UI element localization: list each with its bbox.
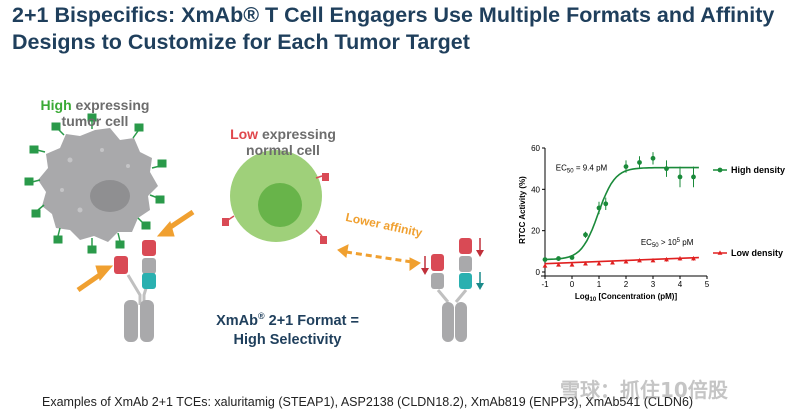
high-word: High — [40, 97, 72, 113]
legend-low-label: Low density — [731, 248, 783, 258]
down-arrow-icon — [476, 238, 484, 257]
lower-affinity-arrow-icon — [337, 244, 421, 271]
high-density-point — [569, 255, 575, 260]
down-arrow-icon — [421, 256, 429, 275]
high-density-point — [650, 155, 656, 161]
high-rest: expressing — [71, 97, 150, 113]
high-density-point — [596, 205, 602, 211]
low-word: Low — [230, 126, 259, 142]
low-density-point — [691, 255, 696, 261]
y-tick-label: 40 — [531, 185, 540, 194]
y-axis-label: RTCC Activity (%) — [518, 176, 527, 244]
low-density-point — [650, 258, 656, 263]
high-density-point — [603, 201, 609, 207]
x-tick-label: 4 — [678, 280, 683, 289]
bispecific-antibody-low — [421, 238, 484, 342]
high-density-point — [542, 257, 548, 262]
down-arrow-icon — [476, 272, 484, 290]
high-line2: tumor cell — [61, 113, 129, 129]
x-tick-label: 2 — [624, 280, 629, 289]
high-density-point — [637, 160, 642, 165]
ec50-low-annotation: EC50 > 105 pM — [641, 238, 694, 249]
y-tick-label: 60 — [531, 144, 540, 153]
x-tick-label: 5 — [705, 280, 710, 289]
format-a: XmAb — [216, 312, 258, 329]
x-tick-label: 0 — [570, 280, 575, 289]
format-line2: High Selectivity — [233, 331, 342, 348]
low-line2: normal cell — [246, 142, 320, 158]
high-density-point — [664, 166, 669, 172]
high-density-point — [677, 174, 683, 180]
high-density-fit-line — [545, 166, 699, 261]
low-rest: expressing — [258, 126, 336, 142]
format-sup: ® — [257, 311, 265, 321]
low-density-fit-line — [544, 256, 699, 265]
x-tick-label: 3 — [651, 280, 656, 289]
x-axis-label: Log10 [Concentration (pM)] — [575, 292, 678, 303]
low-density-point — [583, 261, 588, 266]
binding-arrows-icon — [76, 209, 195, 293]
legend-high-label: High density — [731, 165, 785, 175]
high-density-point — [556, 256, 561, 261]
low-density-point — [610, 260, 615, 265]
footer-examples: Examples of XmAb 2+1 TCEs: xaluritamig (… — [42, 395, 694, 409]
tumor-cell — [38, 128, 158, 242]
format-label: XmAb® 2+1 Format = High Selectivity — [190, 307, 385, 350]
low-density-point — [637, 258, 642, 263]
low-density-point — [623, 259, 629, 264]
low-density-point — [542, 263, 548, 268]
high-density-point — [623, 164, 629, 170]
slide-title: 2+1 Bispecifics: XmAb® T Cell Engagers U… — [12, 3, 775, 54]
ec50-high-annotation: EC50 = 9.4 pM — [556, 164, 608, 175]
low-density-point — [677, 255, 683, 261]
high-density-point — [691, 174, 696, 180]
low-density-point — [596, 261, 602, 266]
y-tick-label: 0 — [536, 268, 541, 277]
high-density-point — [583, 232, 588, 238]
low-expressing-label: Low expressing normal cell — [208, 126, 358, 158]
low-density-point — [664, 257, 669, 262]
y-tick-label: 20 — [531, 227, 540, 236]
normal-cell — [222, 150, 329, 244]
legend-high-marker — [717, 167, 723, 173]
legend-low-marker — [717, 250, 723, 255]
watermark: 雪球：抓住10倍股 — [560, 378, 728, 402]
high-expressing-label: High expressing tumor cell — [20, 97, 170, 129]
tumor-antigens — [24, 113, 167, 254]
bispecific-antibody-high — [114, 240, 156, 342]
low-density-point — [569, 262, 575, 267]
format-b: 2+1 Format = — [264, 312, 359, 329]
x-tick-label: 1 — [597, 280, 602, 289]
low-density-point — [556, 262, 561, 267]
x-tick-label: -1 — [541, 280, 549, 289]
